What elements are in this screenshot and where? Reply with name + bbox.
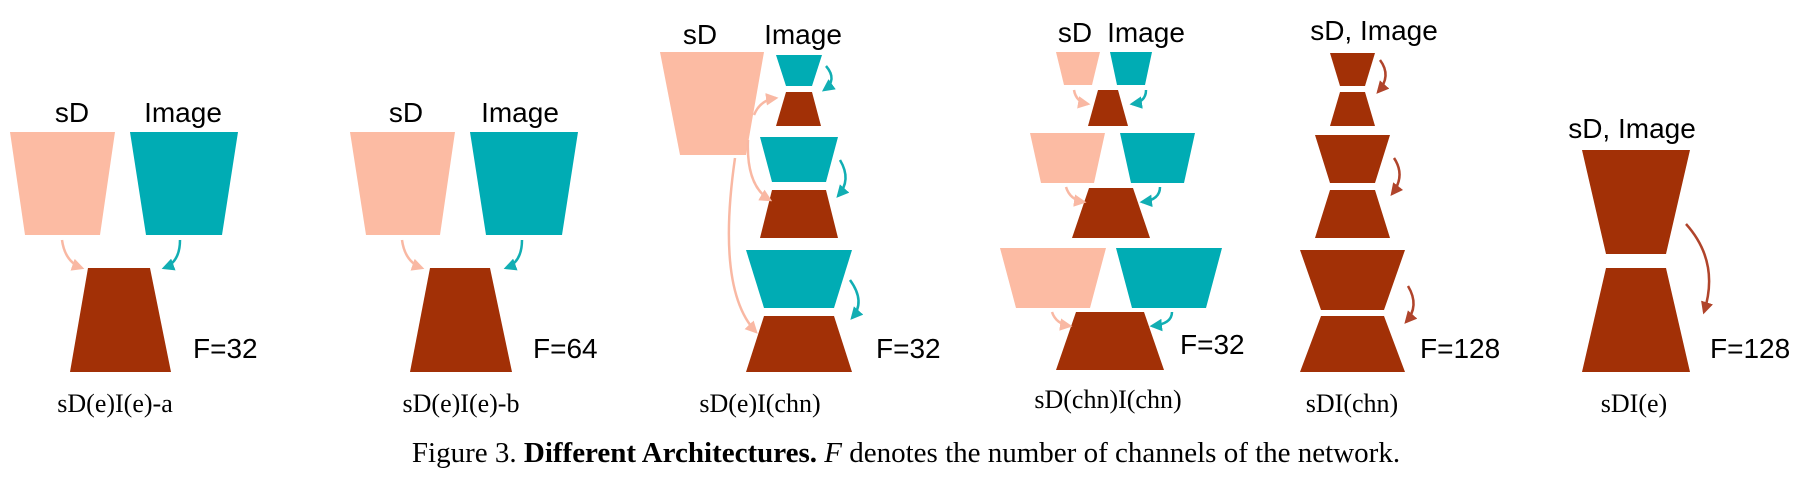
encoder-block: [1330, 53, 1375, 86]
decoder-block: [1056, 312, 1164, 370]
architecture-name: sDI(e): [1601, 389, 1667, 418]
image-encoder-block: [130, 132, 238, 235]
panel-sdi-chn: sD, Image F=128 sDI(chn): [1300, 15, 1500, 418]
sd-input-label: sD: [55, 97, 89, 128]
decoder-block: [1088, 90, 1128, 126]
decoder-block: [1582, 268, 1690, 372]
architecture-name: sD(chn)I(chn): [1034, 385, 1181, 414]
image-input-label: Image: [144, 97, 222, 128]
image-skip-arrow: [836, 159, 850, 198]
skip-arrow: [1376, 59, 1390, 94]
sd-encoder-block: [350, 132, 455, 235]
panel-sdi-e: sD, Image F=128 sDI(e): [1568, 113, 1790, 418]
image-encoder-block: [1120, 133, 1195, 183]
image-input-label: Image: [764, 19, 842, 50]
encoder-block: [1582, 150, 1690, 254]
image-encoder-block: [776, 55, 822, 86]
channels-label: F=128: [1710, 333, 1790, 364]
channels-label: F=32: [876, 333, 941, 364]
caption-text: denotes the number of channels of the ne…: [849, 437, 1400, 469]
image-skip-arrow: [848, 279, 864, 320]
image-input-label: Image: [481, 97, 559, 128]
decoder-block: [760, 190, 838, 238]
sd-input-label: sD: [683, 19, 717, 50]
panel-sd-e-i-e-a: sD Image F=32 sD(e)I(e)-a: [10, 97, 258, 418]
sd-input-label: sD: [1058, 17, 1092, 48]
image-encoder-block: [760, 137, 838, 182]
decoder-block: [746, 316, 852, 372]
skip-arrow: [1685, 223, 1713, 315]
sd-to-decoder-arrow: [1064, 186, 1087, 207]
image-to-decoder-arrow: [1149, 311, 1174, 332]
decoder-block: [1315, 190, 1390, 238]
joint-input-label: sD, Image: [1568, 113, 1696, 144]
image-to-decoder-arrow: [503, 239, 524, 271]
image-encoder-block: [470, 132, 578, 235]
panel-sd-chn-i-chn: sD Image F=32 sD(chn)I(chn): [1000, 17, 1245, 414]
joint-input-label: sD, Image: [1310, 15, 1438, 46]
channels-label: F=32: [193, 333, 258, 364]
image-to-decoder-arrow: [1139, 186, 1162, 208]
encoder-block: [1300, 250, 1405, 310]
image-to-decoder-arrow: [161, 239, 182, 271]
channels-label: F=32: [1180, 329, 1245, 360]
decoder-block: [776, 92, 821, 126]
sd-to-decoder-arrow: [400, 239, 425, 271]
image-encoder-block: [1116, 248, 1222, 308]
decoder-block: [1072, 188, 1150, 238]
sd-encoder-block: [1030, 133, 1105, 183]
decoder-block: [1330, 92, 1375, 126]
sd-to-decoder-arrow: [746, 139, 773, 202]
skip-arrow: [1390, 157, 1404, 196]
figure-caption: Figure 3. Different Architectures. F den…: [412, 437, 1400, 469]
architecture-name: sD(e)I(e)-b: [403, 389, 520, 418]
decoder-block: [70, 268, 171, 372]
sd-input-label: sD: [389, 97, 423, 128]
skip-arrow: [1404, 285, 1418, 324]
panel-sd-e-i-e-b: sD Image F=64 sD(e)I(e)-b: [350, 97, 598, 418]
channels-label: F=64: [533, 333, 598, 364]
image-to-decoder-arrow: [1129, 89, 1148, 109]
sd-to-decoder-arrow: [1072, 89, 1091, 109]
caption-prefix: Figure 3.: [412, 437, 517, 469]
decoder-block: [410, 268, 512, 372]
sd-to-decoder-arrow: [752, 93, 779, 116]
architecture-name: sDI(chn): [1306, 389, 1398, 418]
sd-encoder-block: [10, 132, 115, 235]
sd-to-decoder-arrow: [60, 239, 85, 271]
sd-encoder-block: [1000, 248, 1106, 308]
encoder-block: [1315, 135, 1390, 183]
sd-encoder-block: [1056, 52, 1100, 85]
channels-label: F=128: [1420, 333, 1500, 364]
image-skip-arrow: [821, 65, 836, 92]
caption-title: Different Architectures.: [524, 437, 817, 469]
caption-symbol: F: [823, 437, 842, 469]
panel-sd-e-i-chn: sD Image F=32 sD(e)I(chn): [660, 19, 941, 418]
architecture-name: sD(e)I(chn): [699, 389, 820, 418]
decoder-block: [1300, 316, 1405, 372]
image-input-label: Image: [1107, 17, 1185, 48]
image-encoder-block: [746, 250, 852, 308]
sd-to-decoder-arrow: [1050, 311, 1073, 331]
architecture-name: sD(e)I(e)-a: [57, 389, 173, 418]
sd-encoder-block: [660, 52, 764, 155]
image-encoder-block: [1110, 52, 1152, 85]
sd-to-decoder-arrow: [727, 157, 758, 334]
